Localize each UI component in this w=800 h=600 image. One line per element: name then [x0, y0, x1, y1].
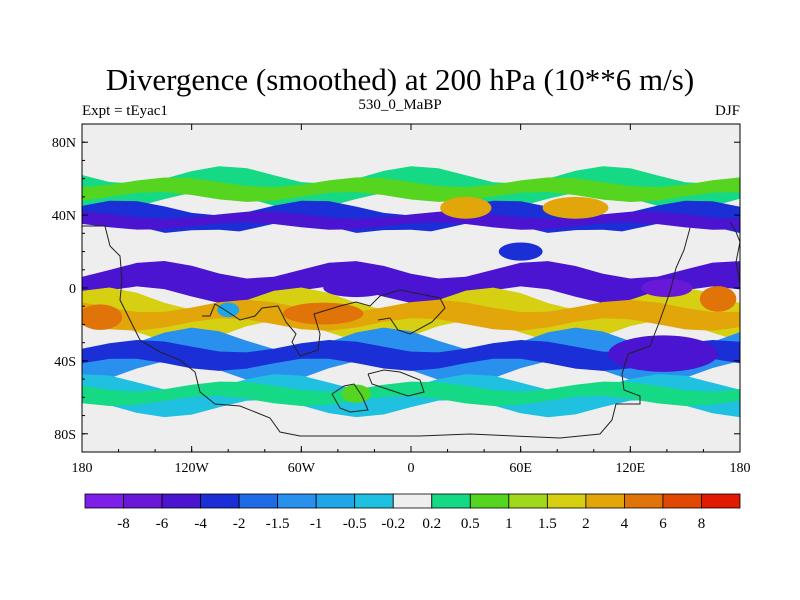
divergence-band-9: [82, 340, 740, 371]
y-tick-label: 40S: [54, 355, 76, 370]
colorbar-swatch: [546, 493, 587, 509]
divergence-cell-4: [641, 278, 693, 298]
divergence-cell-6: [608, 335, 719, 372]
colorbar-label: 0.5: [461, 516, 480, 532]
colorbar-swatch: [123, 493, 163, 509]
colorbar-label: 2: [582, 516, 590, 532]
map-axes: 180 120W 60W 0 60E 120E 180 80N 40N 0 40S 80S: [52, 123, 751, 476]
colorbar-label: 0.2: [422, 516, 441, 532]
colorbar-label: 1.5: [538, 516, 557, 532]
divergence-cell-5: [699, 286, 737, 312]
divergence-band-1: [82, 177, 740, 202]
colorbar-label: 6: [659, 516, 667, 532]
divergence-band-7: [82, 299, 740, 331]
colorbar-label: -8: [117, 516, 130, 532]
colorbar-swatch: [431, 493, 471, 509]
y-tick-label: 80N: [52, 136, 76, 151]
x-tick-label: 120W: [175, 461, 210, 476]
x-tick-label: 180: [730, 461, 751, 476]
experiment-label: Expt = tEyac1: [82, 103, 168, 119]
divergence-band-11: [82, 381, 740, 406]
divergence-cell-2: [217, 302, 240, 318]
y-tick-label: 0: [69, 282, 76, 297]
divergence-field: [82, 124, 740, 452]
y-tick-label: 80S: [54, 428, 76, 443]
x-tick-label: 0: [408, 461, 415, 476]
colorbar-label: -1.5: [266, 516, 290, 532]
colorbar-swatch: [508, 493, 548, 509]
divergence-cell-7: [440, 196, 492, 219]
divergence-band-5: [82, 261, 740, 304]
x-tick-label: 180: [72, 461, 93, 476]
case-label: 530_0_MaBP: [358, 97, 442, 113]
colorbar-swatch: [277, 493, 317, 509]
colorbar-swatch: [315, 493, 356, 509]
divergence-cell-0: [82, 304, 123, 330]
chart-title: Divergence (smoothed) at 200 hPa (10**6 …: [105, 62, 695, 97]
colorbar-swatch: [84, 493, 124, 509]
colorbar: -8 -6 -4 -2 -1.5 -1 -0.5 -0.2 0.2 0.5 1 1.5 2 4 6 8: [84, 493, 741, 532]
colorbar-label: 4: [621, 516, 629, 532]
x-tick-label: 60E: [509, 461, 532, 476]
x-tick-label: 60W: [288, 461, 316, 476]
y-tick-label: 40N: [52, 209, 76, 224]
divergence-cell-1: [283, 302, 364, 325]
divergence-band-4: [82, 229, 740, 248]
colorbar-swatch: [392, 493, 433, 509]
divergence-cell-3: [323, 278, 390, 298]
season-label: DJF: [714, 103, 740, 119]
x-tick-label: 120E: [616, 461, 646, 476]
divergence-cell-9: [498, 242, 543, 261]
colorbar-label: 8: [698, 516, 706, 532]
divergence-cell-8: [542, 196, 609, 219]
coastline-outline: [82, 221, 740, 439]
colorbar-label: -2: [233, 516, 246, 532]
colorbar-label: -4: [194, 516, 207, 532]
colorbar-swatch: [200, 493, 240, 509]
colorbar-label: -0.2: [381, 516, 405, 532]
colorbar-swatch: [585, 493, 625, 509]
colorbar-label: 1: [505, 516, 513, 532]
colorbar-swatch: [161, 493, 201, 509]
colorbar-label: -1: [310, 516, 323, 532]
colorbar-swatch: [701, 493, 741, 509]
colorbar-swatch: [624, 493, 664, 509]
colorbar-swatch: [238, 493, 279, 509]
colorbar-label: -0.5: [343, 516, 367, 532]
colorbar-label: -6: [156, 516, 169, 532]
divergence-band-3: [82, 211, 740, 230]
colorbar-swatch: [662, 493, 702, 509]
colorbar-swatch: [354, 493, 394, 509]
colorbar-swatch: [469, 493, 510, 509]
